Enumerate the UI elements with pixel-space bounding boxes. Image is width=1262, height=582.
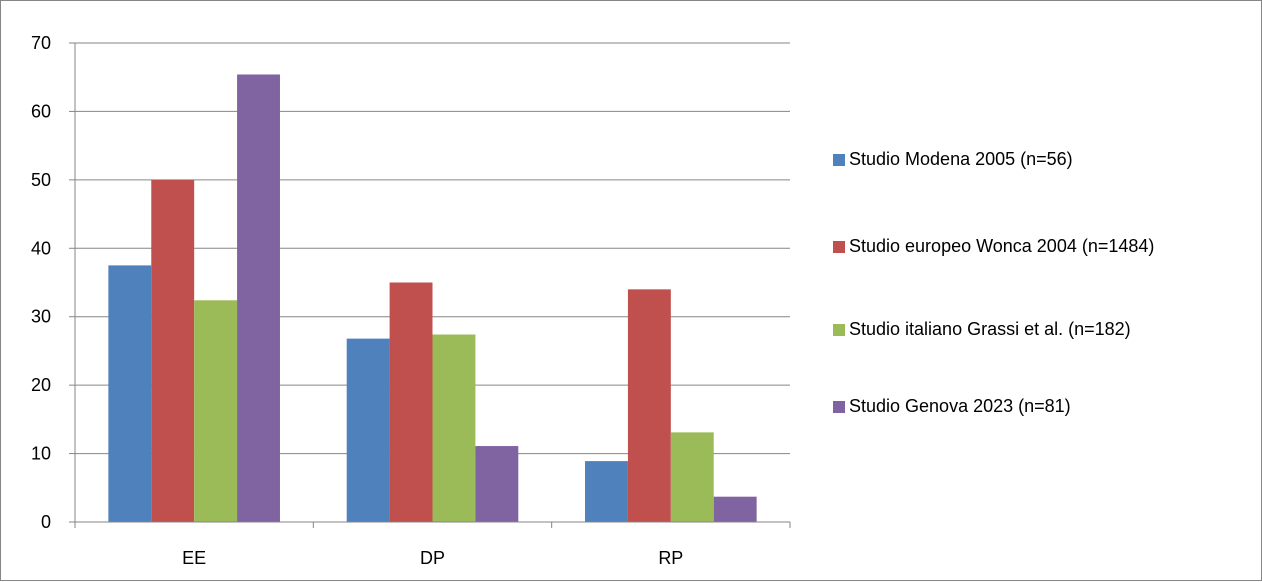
- legend-item: Studio italiano Grassi et al. (n=182): [833, 316, 1253, 343]
- bar: [475, 446, 519, 522]
- legend-swatch: [833, 241, 845, 253]
- bar: [585, 461, 628, 522]
- legend-swatch: [833, 401, 845, 413]
- legend-label: Studio Modena 2005 (n=56): [849, 149, 1073, 169]
- x-tick-label: DP: [420, 548, 445, 568]
- bar: [389, 282, 433, 522]
- bars: [108, 74, 757, 522]
- y-tick-label: 0: [41, 512, 51, 532]
- bar: [670, 432, 714, 522]
- y-tick-label: 40: [31, 238, 51, 258]
- legend-item: Studio Modena 2005 (n=56): [833, 146, 1253, 173]
- axes: [69, 42, 791, 528]
- legend-item: Studio Genova 2023 (n=81): [833, 393, 1253, 420]
- y-tick-label: 60: [31, 101, 51, 121]
- bar: [194, 300, 238, 522]
- tick-labels: 0 10 20 30 40 50 60 70 EE DP RP: [31, 33, 683, 568]
- bar: [627, 289, 671, 522]
- legend-label: Studio Genova 2023 (n=81): [849, 396, 1071, 416]
- bar: [713, 496, 757, 522]
- legend-label: Studio europeo Wonca 2004 (n=1484): [849, 236, 1155, 256]
- legend-swatch: [833, 154, 845, 166]
- bar: [151, 179, 195, 522]
- y-tick-label: 10: [31, 444, 51, 464]
- x-tick-label: EE: [182, 548, 206, 568]
- legend-label: Studio italiano Grassi et al. (n=182): [849, 319, 1131, 339]
- legend-item: Studio europeo Wonca 2004 (n=1484): [833, 233, 1253, 260]
- bar: [237, 74, 280, 522]
- bar: [346, 338, 390, 522]
- bar: [432, 334, 476, 522]
- y-tick-label: 20: [31, 375, 51, 395]
- y-tick-label: 70: [31, 33, 51, 53]
- bar: [108, 265, 152, 522]
- legend-swatch: [833, 324, 845, 336]
- x-tick-label: RP: [658, 548, 683, 568]
- y-tick-label: 50: [31, 170, 51, 190]
- y-tick-label: 30: [31, 307, 51, 327]
